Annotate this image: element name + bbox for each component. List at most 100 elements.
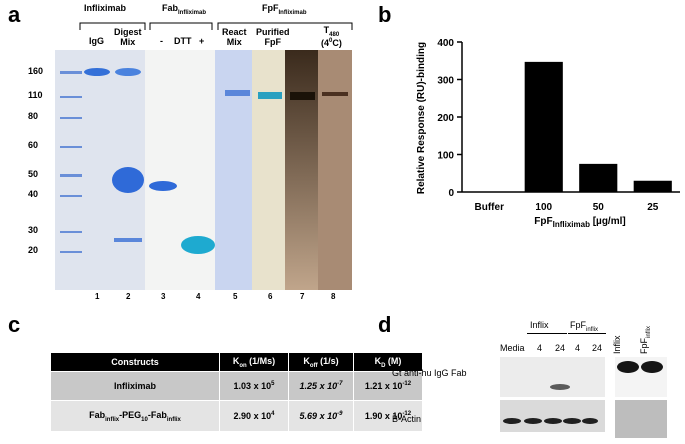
text-part: Infliximab bbox=[113, 381, 156, 391]
text-part: 2.90 x 10 bbox=[233, 411, 272, 421]
panel-label: d bbox=[378, 312, 392, 337]
lane-label: 24 bbox=[592, 343, 603, 353]
text-part: -12 bbox=[402, 411, 412, 417]
lane-label: 4 bbox=[537, 343, 543, 353]
lane-label: - bbox=[160, 36, 163, 46]
text-part: -12 bbox=[402, 381, 412, 387]
y-tick-label: 200 bbox=[437, 113, 454, 124]
table-cell: Fabinflix-PEG10-Fabinflix bbox=[50, 400, 220, 432]
text-part: 10 bbox=[141, 416, 148, 423]
x-tick-label: 25 bbox=[647, 202, 659, 213]
marker-label: 110 bbox=[28, 90, 43, 100]
text-part: -9 bbox=[337, 411, 343, 417]
lane-number: 7 bbox=[300, 292, 305, 301]
bar bbox=[579, 163, 618, 192]
table-cell: KD (M) bbox=[353, 352, 423, 372]
marker-label: 50 bbox=[28, 169, 39, 179]
text-part: (M) bbox=[385, 355, 402, 366]
row-label: B-Actin bbox=[392, 414, 422, 424]
text-part: K bbox=[374, 355, 382, 366]
text-part: 1.03 x 10 bbox=[233, 381, 272, 391]
y-axis-label: Relative Response (RU)-binding bbox=[416, 42, 427, 194]
table-cell: Constructs bbox=[50, 352, 220, 372]
text-part: inflix bbox=[105, 416, 120, 423]
text-part: 1.90 x 10 bbox=[364, 411, 403, 421]
table-cell: 1.03 x 105 bbox=[219, 371, 289, 401]
row-label: Gt anti-hu IgG Fab bbox=[392, 368, 467, 378]
text-part: 5 bbox=[271, 381, 275, 387]
bar bbox=[633, 180, 672, 192]
table-row: Fabinflix-PEG10-Fabinflix 2.90 x 104 5.69 … bbox=[50, 400, 423, 432]
text-part: -PEG bbox=[119, 409, 142, 420]
table-cell: 1.90 x 10-12 bbox=[353, 400, 423, 432]
lane-label: IgG bbox=[89, 36, 104, 46]
table-cell: 1.25 x 10-7 bbox=[288, 371, 354, 401]
marker-label: 20 bbox=[28, 245, 39, 255]
bar-chart: Relative Response (RU)-binding FpFInflix… bbox=[416, 38, 680, 229]
text-part: on bbox=[239, 362, 247, 369]
lane-label: 24 bbox=[555, 343, 566, 353]
kinetics-table: Constructs Kon (1/Ms) Koff (1/s) KD (M) Infl… bbox=[50, 352, 423, 432]
lane-label: + bbox=[199, 36, 205, 46]
text-part: D bbox=[381, 362, 386, 369]
text-part: -7 bbox=[337, 381, 343, 387]
table-row: Infliximab 1.03 x 105 1.25 x 10-7 1.21 x 10… bbox=[50, 371, 423, 401]
table-row: Constructs Kon (1/Ms) Koff (1/s) KD (M) bbox=[50, 352, 423, 372]
underline bbox=[568, 333, 606, 334]
x-tick-label: 50 bbox=[593, 202, 605, 213]
table-cell: 2.90 x 104 bbox=[219, 400, 289, 432]
text-part: K bbox=[232, 355, 240, 366]
lane-number: 8 bbox=[331, 292, 336, 301]
text-part: 1.21 x 10 bbox=[364, 381, 403, 391]
lane-number: 6 bbox=[268, 292, 273, 301]
text-part: (1/Ms) bbox=[246, 355, 276, 366]
text-part: off bbox=[309, 362, 318, 369]
underline bbox=[527, 333, 567, 334]
text-part: Fab bbox=[89, 409, 106, 420]
y-tick-label: 300 bbox=[437, 76, 454, 87]
table-cell: Koff (1/s) bbox=[288, 352, 354, 372]
table-cell: Kon (1/Ms) bbox=[219, 352, 289, 372]
side-label: FpFinflix bbox=[639, 325, 652, 354]
text-part: K bbox=[303, 355, 310, 366]
marker-label: 160 bbox=[28, 66, 44, 76]
lane-number: 5 bbox=[233, 292, 238, 301]
y-tick-label: 400 bbox=[437, 38, 454, 49]
x-tick-label: Buffer bbox=[475, 202, 505, 213]
table-cell: Infliximab bbox=[50, 371, 220, 401]
text-part: 4 bbox=[271, 411, 275, 417]
group-label: Infliximab bbox=[84, 3, 127, 13]
lane-label: 4 bbox=[575, 343, 581, 353]
table-cell: 5.69 x 10-9 bbox=[288, 400, 354, 432]
gel bbox=[55, 22, 353, 290]
x-axis-label: FpFInfliximab [µg/ml] bbox=[534, 216, 625, 229]
side-label: Inflix bbox=[612, 335, 622, 354]
panel-label: b bbox=[378, 2, 392, 27]
lane-number: 1 bbox=[95, 292, 100, 301]
group-label: FabInfliximab bbox=[162, 3, 207, 16]
y-tick-label: 100 bbox=[437, 151, 454, 162]
group-label: FpFinflix bbox=[570, 320, 599, 333]
lane-label: T480 (40C) bbox=[321, 25, 342, 48]
text-part: 5.69 x 10 bbox=[299, 411, 338, 421]
lane-label: DTT bbox=[174, 36, 192, 46]
group-label: Inflix bbox=[530, 320, 549, 330]
panel-label: a bbox=[8, 2, 21, 27]
lane-number: 3 bbox=[161, 292, 166, 301]
x-tick-label: 100 bbox=[535, 202, 552, 213]
text-part: inflix bbox=[166, 416, 181, 423]
text-part: -Fab bbox=[147, 409, 167, 420]
lane-label: Digest Mix bbox=[114, 27, 142, 47]
lane-label: Media bbox=[500, 343, 525, 353]
text-part: Constructs bbox=[111, 357, 159, 367]
marker-label: 40 bbox=[28, 189, 39, 199]
panel-label: c bbox=[8, 312, 21, 337]
y-tick-label: 0 bbox=[448, 188, 454, 199]
western-blot bbox=[500, 357, 667, 438]
lane-label: React Mix bbox=[222, 27, 247, 47]
marker-label: 60 bbox=[28, 140, 39, 150]
bar bbox=[524, 61, 563, 192]
text-part: (1/s) bbox=[317, 355, 339, 366]
marker-label: 80 bbox=[28, 111, 39, 121]
